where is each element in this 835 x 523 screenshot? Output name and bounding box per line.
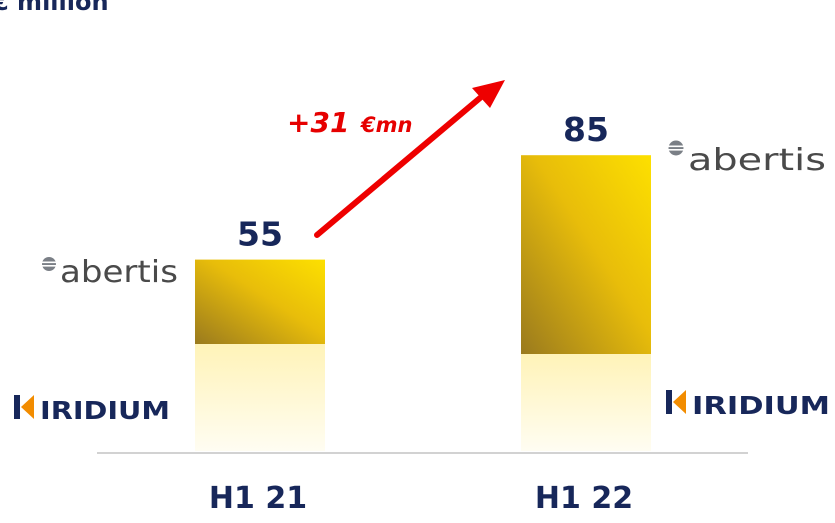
bar-h1-22 — [521, 155, 651, 354]
arrow-head-icon — [472, 80, 505, 108]
value-label-h1-22: 85 — [563, 110, 609, 149]
abertis-logo-left: abertis — [42, 255, 178, 290]
delta-annotation: +31 €mn — [287, 106, 412, 139]
category-label-h1-21: H1 21 — [209, 481, 307, 516]
bar-h1-21 — [195, 259, 325, 344]
delta-unit: €mn — [360, 113, 412, 137]
value-label-h1-21: 55 — [237, 215, 283, 254]
bar-lower-segment-h1-22 — [521, 354, 651, 451]
abertis-logo-right: abertis — [668, 140, 826, 178]
iridium-logo-right: IRIDIUM — [666, 390, 830, 420]
abertis-globe-icon — [42, 257, 56, 271]
delta-value: +31 — [287, 106, 349, 139]
iridium-k-icon — [14, 395, 34, 419]
chart-title: € million — [0, 0, 109, 16]
abertis-wordmark-left: abertis — [60, 255, 178, 290]
iridium-wordmark-right: IRIDIUM — [692, 391, 830, 420]
iridium-k-icon — [666, 390, 686, 414]
category-label-h1-22: H1 22 — [535, 481, 633, 516]
abertis-globe-icon — [668, 140, 684, 156]
bar-lower-segment-h1-21 — [195, 344, 325, 451]
growth-arrow — [314, 80, 505, 238]
bars-group — [195, 155, 651, 451]
iridium-wordmark-left: IRIDIUM — [40, 396, 170, 425]
iridium-logo-left: IRIDIUM — [14, 395, 170, 425]
abertis-wordmark-right: abertis — [688, 143, 826, 178]
